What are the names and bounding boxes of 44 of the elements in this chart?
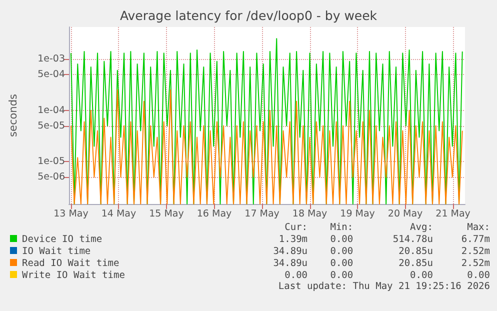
line-series [70,38,463,204]
legend-label: IO Wait time [21,245,92,257]
legend-label: Read IO Wait time [21,257,120,269]
legend-label: Device IO time [21,233,104,245]
text: Last update: Thu May 21 19:25:16 2026 [277,281,490,292]
text: 0.00 [329,257,354,269]
chart-title: Average latency for /dev/loop0 - by week [120,8,378,23]
legend-label: Write IO Wait time [21,269,126,281]
x-tick-label: 13 May [54,208,89,220]
x-tick-label: 15 May [149,208,184,220]
text: 1.39m [278,233,308,245]
text: Cur: [284,221,308,233]
text: 514.78u [392,233,433,245]
y-tick-label: 5e-05 [38,120,65,132]
y-tick-label: 1e-04 [38,104,65,116]
text: 2.52m [460,245,490,257]
x-tick-label: 18 May [292,208,328,220]
x-tick-label: 20 May [388,208,424,220]
text: Min: [329,221,354,233]
text: Max: [466,221,490,233]
line-series [70,89,463,204]
x-tick-label: 19 May [340,208,376,220]
y-tick-label: 5e-04 [38,68,65,80]
x-tick-label: 14 May [101,208,136,220]
text: 20.85u [398,245,433,257]
x-tick-label: 16 May [196,208,232,220]
text: 0.00 [329,269,354,281]
text: 34.89u [272,245,308,257]
x-tick-label: 21 May [436,208,471,220]
text: 6.77m [460,233,490,245]
text: 34.89u [272,257,308,269]
text: 20.85u [398,257,433,269]
x-tick-label: 17 May [244,208,280,220]
text: 0.00 [329,233,354,245]
y-tick-label: 5e-06 [38,172,65,183]
text: 2.52m [460,257,490,269]
text: Avg: [409,221,433,233]
text: 0.00 [329,245,354,257]
y-tick-label: 1e-03 [38,54,65,64]
y-tick-label: 1e-05 [38,156,65,168]
text: 0.00 [466,269,490,281]
text: 0.00 [284,269,308,281]
text: 0.00 [409,269,433,281]
y-axis-title: seconds [8,94,20,137]
